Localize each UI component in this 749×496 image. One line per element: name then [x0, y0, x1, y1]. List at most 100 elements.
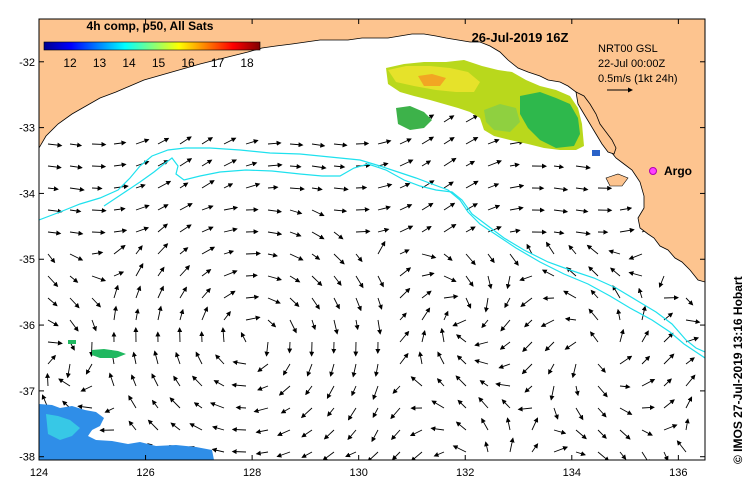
current-vector-icon — [641, 379, 656, 387]
current-vector-icon — [175, 351, 181, 365]
colorbar-tick-label: 13 — [93, 56, 107, 70]
current-vector-icon — [437, 351, 445, 365]
current-vector-icon — [305, 385, 313, 396]
current-vector-icon — [333, 231, 344, 240]
current-vector-icon — [134, 308, 140, 321]
current-vector-icon — [372, 407, 379, 418]
current-vector-icon — [509, 437, 515, 453]
current-vector-icon — [487, 160, 502, 167]
current-vector-icon — [113, 271, 125, 277]
current-vector-icon — [399, 183, 411, 189]
current-vector-icon — [410, 376, 423, 387]
sst-patch-lime — [484, 104, 520, 132]
current-vector-icon — [333, 186, 349, 192]
current-vector-icon — [245, 315, 261, 321]
current-vector-icon — [267, 275, 282, 282]
current-vector-icon — [255, 429, 269, 434]
current-vector-icon — [47, 354, 56, 365]
current-vector-icon — [192, 375, 203, 387]
current-vector-icon — [329, 363, 335, 377]
current-vector-icon — [333, 319, 339, 335]
current-vector-icon — [151, 373, 159, 387]
shelf-contour-inner — [103, 157, 705, 353]
current-vector-icon — [371, 429, 379, 443]
current-vector-icon — [452, 319, 467, 327]
current-vector-icon — [112, 305, 118, 321]
current-vector-icon — [212, 425, 225, 431]
current-vector-icon — [211, 447, 225, 453]
colorbar-gradient — [43, 41, 261, 51]
info-line1: NRT00 GSL — [598, 43, 658, 55]
current-vector-icon — [91, 163, 107, 169]
current-vector-icon — [421, 253, 437, 259]
current-vector-icon — [524, 319, 533, 328]
current-vector-icon — [223, 183, 234, 189]
current-vector-icon — [311, 253, 321, 260]
current-vector-icon — [69, 142, 83, 148]
current-vector-icon — [663, 424, 678, 431]
argo-marker-icon — [649, 167, 657, 175]
current-vector-icon — [553, 164, 565, 170]
current-vector-icon — [89, 341, 95, 357]
current-vector-icon — [443, 137, 455, 145]
current-vector-icon — [311, 297, 320, 310]
plot-frame — [38, 18, 706, 461]
current-vector-icon — [311, 142, 326, 148]
current-vector-icon — [443, 253, 453, 261]
current-vector-icon — [421, 202, 434, 211]
current-vector-icon — [685, 374, 696, 387]
current-vector-icon — [311, 275, 323, 286]
current-vector-icon — [355, 229, 371, 235]
current-vector-icon — [47, 208, 63, 214]
current-vector-icon — [220, 327, 226, 343]
current-vector-icon — [399, 138, 412, 145]
current-vector-icon — [443, 181, 454, 189]
current-vector-icon — [526, 243, 533, 255]
current-vector-icon — [264, 341, 270, 357]
current-vector-icon — [333, 253, 345, 265]
current-vector-icon — [575, 451, 586, 456]
sst-patch-blue-dot — [592, 150, 600, 156]
current-vector-icon — [641, 429, 653, 436]
current-vector-icon — [223, 290, 236, 299]
current-vector-icon — [301, 429, 313, 438]
current-vector-icon — [487, 183, 500, 189]
current-vector-icon — [58, 378, 71, 387]
current-vector-icon — [223, 311, 231, 321]
current-vector-icon — [287, 341, 293, 354]
current-vector-icon — [135, 204, 150, 211]
current-vector-icon — [685, 357, 695, 365]
current-vector-icon — [619, 227, 635, 233]
current-vector-icon — [173, 375, 181, 387]
current-vector-icon — [465, 297, 472, 309]
current-vector-icon — [151, 399, 159, 409]
current-vector-icon — [504, 297, 511, 309]
current-vector-icon — [289, 164, 302, 169]
current-vector-icon — [619, 355, 633, 365]
current-vector-icon — [372, 385, 379, 401]
current-vector-icon — [612, 285, 621, 299]
current-vector-icon — [157, 223, 168, 233]
current-vector-icon — [443, 202, 456, 211]
current-vector-icon — [628, 271, 643, 277]
current-vector-icon — [390, 407, 401, 420]
current-vector-icon — [619, 384, 631, 390]
current-vector-icon — [47, 142, 63, 148]
current-vector-icon — [179, 308, 185, 321]
current-vector-icon — [399, 312, 407, 321]
current-vector-icon — [481, 319, 489, 329]
current-vector-icon — [641, 305, 647, 321]
current-vector-icon — [616, 308, 622, 321]
current-vector-icon — [663, 332, 674, 343]
current-vector-icon — [201, 226, 214, 233]
current-vector-icon — [575, 186, 589, 192]
current-vector-icon — [311, 186, 323, 192]
current-vector-icon — [421, 330, 427, 343]
current-vector-icon — [223, 227, 238, 233]
current-vector-icon — [474, 359, 489, 365]
current-vector-icon — [47, 253, 56, 264]
sst-patch-orange — [418, 74, 446, 86]
current-vector-icon — [575, 230, 591, 236]
current-vector-icon — [69, 253, 84, 261]
current-vector-icon — [223, 205, 239, 211]
